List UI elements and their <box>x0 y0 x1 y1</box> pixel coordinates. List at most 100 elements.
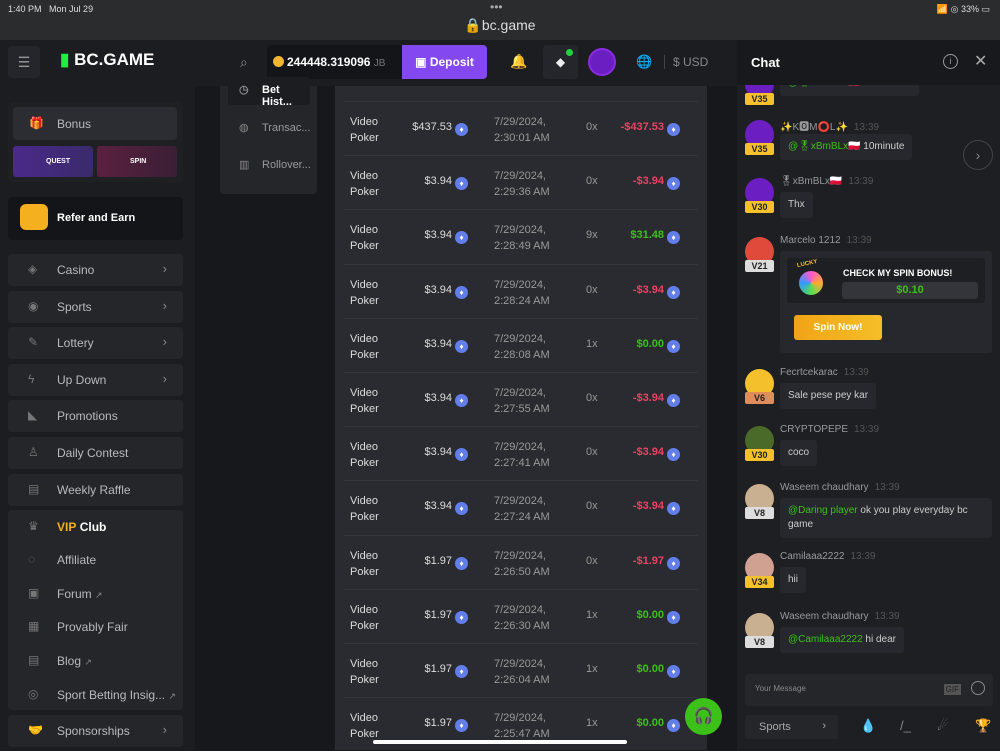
game-name: Video Poker <box>350 549 379 578</box>
system-indicators: 📶 ◎ 33% ▭ <box>936 4 990 14</box>
chat-channel-selector[interactable]: Sports › <box>745 715 838 739</box>
chevron-right-icon: › <box>162 261 167 276</box>
bet-amount: $1.97 ♦ <box>424 555 468 570</box>
status-time: 1:40 PM Mon Jul 29 <box>8 4 94 14</box>
username[interactable]: Fecrtcekarac 13:39 <box>780 367 869 378</box>
gold-coins-icon <box>20 204 48 230</box>
multiplier: 0x <box>586 554 598 567</box>
user-avatar[interactable] <box>588 48 616 76</box>
spin-button[interactable]: SPIN <box>97 146 177 177</box>
multiplier: 9x <box>586 229 598 242</box>
username[interactable]: Camilaaa2222 13:39 <box>780 551 876 562</box>
subnav-item[interactable]: ◍ Transac... <box>239 121 311 134</box>
chevron-right-icon: › <box>162 722 167 737</box>
coin-drop-icon[interactable]: ☄ <box>937 718 949 733</box>
url-bar[interactable]: 🔒bc.game <box>464 17 536 33</box>
external-link-icon: ↗ <box>95 589 103 600</box>
item-icon: ▤ <box>28 653 40 668</box>
bet-history-table: Video Poker $437.53 ♦ 7/29/2024, 2:30:01 AM… <box>335 86 707 750</box>
table-row[interactable]: Video Poker $3.94 ♦ 7/29/2024, 2:28:08 AM 1… <box>344 317 698 372</box>
table-row[interactable]: Video Poker $1.97 ♦ 7/29/2024, 2:26:04 AM 1… <box>344 643 698 697</box>
sidebar-item-provably-fair[interactable]: ▦ Provably Fair <box>28 619 128 635</box>
subnav-item[interactable]: ▥ Rollover... <box>239 159 311 171</box>
command-icon[interactable]: /_ <box>900 718 911 733</box>
eth-icon: ♦ <box>455 665 468 678</box>
table-row[interactable]: Video Poker $3.94 ♦ 7/29/2024, 2:27:24 AM 0… <box>344 480 698 534</box>
multiplier: 0x <box>586 175 598 188</box>
home-indicator[interactable] <box>373 740 627 744</box>
username[interactable]: Waseem chaudhary 13:39 <box>780 482 900 493</box>
username[interactable]: ✨K🅾M⭕L✨ 13:39 <box>780 122 879 133</box>
bet-time: 7/29/2024, 2:27:55 AM <box>494 387 550 415</box>
support-button[interactable]: 🎧 <box>685 698 722 735</box>
wallet-balance[interactable]: 244448.319096 JB ⌄ <box>267 45 402 83</box>
chat-icon: ◆ <box>555 55 566 69</box>
browser-dots[interactable]: ••• <box>490 0 503 14</box>
sidebar-item-weekly-raffle[interactable]: ▤ Weekly Raffle <box>8 473 183 506</box>
level-badge: V6 <box>745 392 774 404</box>
profit: -$3.94 ♦ <box>633 446 680 462</box>
game-name: Video Poker <box>350 278 379 307</box>
sidebar-item-promotions[interactable]: ◣ Promotions <box>8 400 183 433</box>
sidebar-item-daily-contest[interactable]: ♙ Daily Contest <box>8 437 183 469</box>
bonus-button[interactable]: 🎁 Bonus <box>13 107 177 140</box>
globe-icon[interactable]: 🌐 <box>636 54 653 69</box>
eth-icon: ♦ <box>667 448 680 462</box>
table-row[interactable]: Video Poker $3.94 ♦ 7/29/2024, 2:28:49 AM 9… <box>344 209 698 263</box>
username[interactable]: Marcelo 1212 13:39 <box>780 235 872 246</box>
username[interactable]: 🎖xBmBLx🇵🇱 13:39 <box>780 176 874 187</box>
bet-time: 7/29/2024, 2:27:24 AM <box>494 495 550 524</box>
table-row[interactable]: Video Poker $1.97 ♦ 7/29/2024, 2:26:30 AM 1… <box>344 588 698 643</box>
sidebar-item-sport-betting-insig-[interactable]: ◎ Sport Betting Insig... ↗ <box>28 686 176 702</box>
table-row[interactable]: Video Poker $3.94 ♦ 7/29/2024, 2:27:41 AM 0… <box>344 426 698 480</box>
bell-icon[interactable]: 🔔 <box>510 53 528 69</box>
table-row[interactable]: Video Poker $1.97 ♦ 7/29/2024, 2:25:47 AM 1… <box>344 697 698 751</box>
refer-and-earn[interactable]: Refer and Earn <box>8 197 183 240</box>
table-row[interactable]: Video Poker $3.94 ♦ 7/29/2024, 2:28:24 AM 0… <box>344 263 698 318</box>
search-icon[interactable]: ⌕ <box>240 54 248 70</box>
item-icon: ◌ <box>28 552 36 566</box>
subnav-item[interactable]: ◷ Bet Hist... <box>228 77 310 108</box>
deposit-button[interactable]: ▣ Deposit <box>402 45 487 79</box>
username[interactable]: Waseem chaudhary 13:39 <box>780 611 900 622</box>
table-row[interactable]: Video Poker $1.97 ♦ 7/29/2024, 2:26:50 AM 0… <box>344 534 698 589</box>
table-row[interactable]: Video Poker $3.94 ♦ 7/29/2024, 2:29:36 AM 0… <box>344 155 698 209</box>
quest-button[interactable]: QUEST <box>13 146 93 177</box>
emoji-icon[interactable] <box>971 681 985 695</box>
multiplier: 0x <box>586 446 598 459</box>
online-dot <box>566 49 573 56</box>
close-icon[interactable]: ✕ <box>974 53 988 70</box>
bet-amount: $1.97 ♦ <box>424 717 468 733</box>
currency-selector[interactable]: $ USD <box>664 55 708 69</box>
menu-button[interactable]: ☰ <box>8 46 40 78</box>
spin-now-button[interactable]: Spin Now! <box>794 315 882 340</box>
profit: $0.00 ♦ <box>636 609 680 624</box>
rain-icon[interactable]: 💧 <box>860 718 877 733</box>
profit: -$437.53 ♦ <box>621 121 680 136</box>
sidebar-item-vip-club[interactable]: ♛ VIP Club <box>28 519 107 534</box>
sidebar-item-up-down[interactable]: ϟ Up Down › <box>8 363 183 396</box>
chat-toggle-button[interactable]: ◆ <box>543 45 578 79</box>
sports-icon: ◉ <box>28 298 39 313</box>
info-icon[interactable]: i <box>943 54 958 69</box>
table-row[interactable]: Video Poker $3.94 ♦ 7/29/2024, 2:27:55 AM 0… <box>344 372 698 426</box>
sidebar-item-casino[interactable]: ◈ Casino › <box>8 254 183 286</box>
table-row[interactable]: Video Poker $437.53 ♦ 7/29/2024, 2:30:01 AM… <box>344 101 698 155</box>
sidebar-item-lottery[interactable]: ✎ Lottery › <box>8 327 183 360</box>
chevron-right-icon[interactable]: › <box>963 140 993 170</box>
item-icon: ▣ <box>28 585 40 600</box>
game-name: Video Poker <box>350 658 379 686</box>
logo[interactable]: ▮ BC.GAME <box>60 50 155 69</box>
sidebar-item-blog[interactable]: ▤ Blog ↗ <box>28 653 92 669</box>
sidebar-item-sports[interactable]: ◉ Sports › <box>8 290 183 323</box>
message-input[interactable]: Your Message GIF <box>745 674 993 706</box>
message-bubble: coco <box>780 440 818 466</box>
sidebar-item-sponsorships[interactable]: 🤝 Sponsorships › <box>8 715 183 747</box>
gif-icon[interactable]: GIF <box>943 684 961 695</box>
sidebar-item-forum[interactable]: ▣ Forum ↗ <box>28 585 103 601</box>
username[interactable]: CRYPTOPEPE 13:39 <box>780 424 880 435</box>
profit: $0.00 ♦ <box>636 338 680 353</box>
message-bubble: hii <box>780 567 807 593</box>
sidebar-item-affiliate[interactable]: ◌ Affiliate <box>28 552 97 567</box>
trophy-icon[interactable]: 🏆 <box>975 718 992 733</box>
